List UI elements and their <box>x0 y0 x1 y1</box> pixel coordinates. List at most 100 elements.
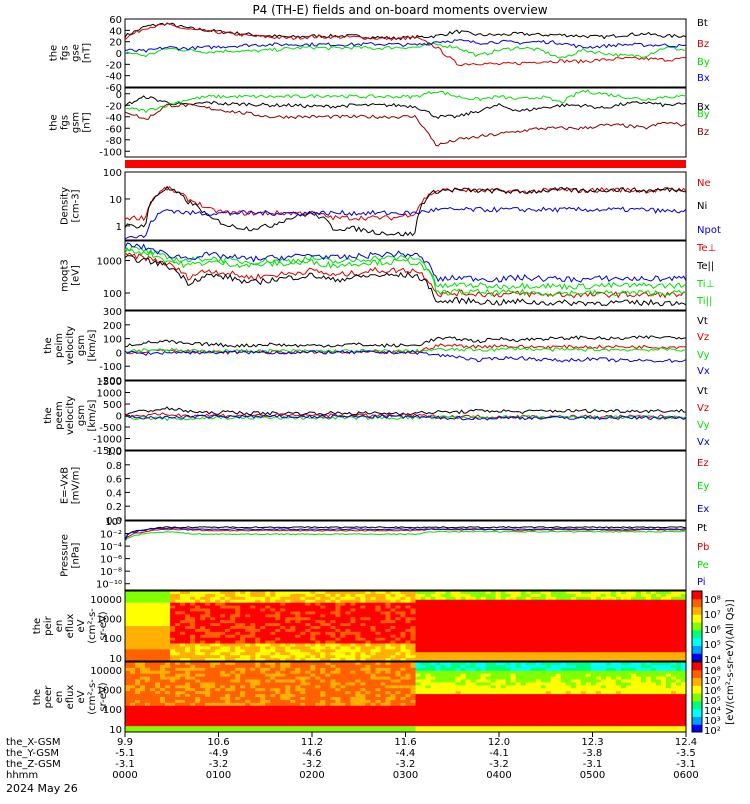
heatmap-cell <box>636 632 642 635</box>
heatmap-cell <box>671 635 677 638</box>
heatmap-cell <box>616 635 622 638</box>
heatmap-cell <box>466 709 472 712</box>
heatmap-cell <box>210 632 216 635</box>
heatmap-cell <box>511 706 517 709</box>
heatmap-cell <box>225 594 231 597</box>
heatmap-cell <box>200 617 206 620</box>
heatmap-cell <box>436 680 442 683</box>
heatmap-cell <box>255 668 261 671</box>
heatmap-cell <box>671 646 677 649</box>
heatmap-cell <box>631 614 637 617</box>
heatmap-cell <box>541 629 547 632</box>
heatmap-cell <box>275 644 281 647</box>
heatmap-cell <box>320 594 326 597</box>
heatmap-cell <box>566 629 572 632</box>
heatmap-cell <box>581 655 587 658</box>
heatmap-cell <box>551 655 557 658</box>
heatmap-cell <box>315 655 321 658</box>
heatmap-cell <box>215 671 221 674</box>
heatmap-cell <box>195 662 201 665</box>
heatmap-cell <box>390 674 396 677</box>
heatmap-cell <box>496 620 502 623</box>
heatmap-cell <box>355 665 361 668</box>
heatmap-cell <box>486 644 492 647</box>
heatmap-cell <box>526 688 532 691</box>
heatmap-cell <box>165 655 171 658</box>
heatmap-cell <box>150 646 156 649</box>
heatmap-cell <box>375 603 381 606</box>
heatmap-cell <box>471 603 477 606</box>
heatmap-cell <box>180 680 186 683</box>
heatmap-cell <box>235 620 241 623</box>
heatmap-cell <box>461 620 467 623</box>
heatmap-cell <box>215 600 221 603</box>
heatmap-cell <box>390 655 396 658</box>
heatmap-cell <box>125 680 131 683</box>
heatmap-cell <box>546 680 552 683</box>
colorbar-swatch <box>692 614 702 622</box>
heatmap-cell <box>526 611 532 614</box>
heatmap-cell <box>185 629 191 632</box>
heatmap-cell <box>365 671 371 674</box>
heatmap-cell <box>300 677 306 680</box>
heatmap-cell <box>215 655 221 658</box>
heatmap-cell <box>411 662 417 665</box>
heatmap-cell <box>491 680 497 683</box>
heatmap-cell <box>190 717 196 720</box>
heatmap-cell <box>671 594 677 597</box>
heatmap-cell <box>265 646 271 649</box>
heatmap-cell <box>496 626 502 629</box>
heatmap-cell <box>481 620 487 623</box>
heatmap-cell <box>235 671 241 674</box>
heatmap-cell <box>255 617 261 620</box>
heatmap-cell <box>461 717 467 720</box>
heatmap-cell <box>446 603 452 606</box>
heatmap-cell <box>436 609 442 612</box>
heatmap-cell <box>646 623 652 626</box>
red-divider-strip <box>125 160 686 168</box>
heatmap-cell <box>150 715 156 718</box>
heatmap-cell <box>230 638 236 641</box>
heatmap-cell <box>205 726 211 729</box>
heatmap-cell <box>170 680 176 683</box>
heatmap-cell <box>546 646 552 649</box>
heatmap-cell <box>466 720 472 723</box>
heatmap-cell <box>481 594 487 597</box>
heatmap-cell <box>130 712 136 715</box>
heatmap-cell <box>190 617 196 620</box>
heatmap-cell <box>491 665 497 668</box>
heatmap-cell <box>145 680 151 683</box>
heatmap-cell <box>210 641 216 644</box>
heatmap-cell <box>431 623 437 626</box>
heatmap-cell <box>636 611 642 614</box>
heatmap-cell <box>375 646 381 649</box>
heatmap-cell <box>390 694 396 697</box>
heatmap-cell <box>400 662 406 665</box>
heatmap-cell <box>180 614 186 617</box>
heatmap-cell <box>260 715 266 718</box>
heatmap-cell <box>210 674 216 677</box>
heatmap-cell <box>140 700 146 703</box>
heatmap-cell <box>426 635 432 638</box>
heatmap-cell <box>395 700 401 703</box>
heatmap-cell <box>225 652 231 655</box>
heatmap-cell <box>280 691 286 694</box>
heatmap-cell <box>220 671 226 674</box>
heatmap-cell <box>551 609 557 612</box>
heatmap-cell <box>511 697 517 700</box>
heatmap-cell <box>461 597 467 600</box>
heatmap-cell <box>370 715 376 718</box>
heatmap-cell <box>210 726 216 729</box>
heatmap-cell <box>456 629 462 632</box>
heatmap-cell <box>406 644 412 647</box>
heatmap-cell <box>315 697 321 700</box>
heatmap-cell <box>155 720 161 723</box>
heatmap-cell <box>526 697 532 700</box>
heatmap-cell <box>170 706 176 709</box>
heatmap-cell <box>411 682 417 685</box>
heatmap-cell <box>421 646 427 649</box>
heatmap-cell <box>436 611 442 614</box>
heatmap-cell <box>195 626 201 629</box>
heatmap-cell <box>330 606 336 609</box>
